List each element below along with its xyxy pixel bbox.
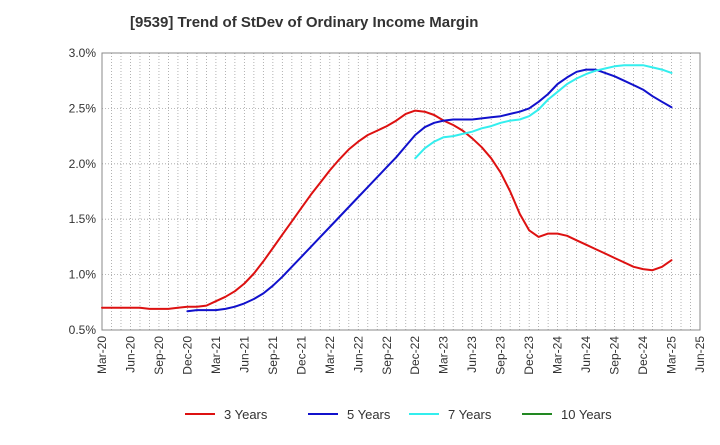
x-tick-label: Mar-21 — [209, 336, 223, 374]
x-tick-label: Jun-21 — [237, 336, 251, 373]
x-tick-label: Dec-22 — [408, 336, 422, 375]
x-tick-label: Sep-21 — [266, 336, 280, 375]
x-tick-label: Sep-22 — [380, 336, 394, 375]
y-tick-label: 3.0% — [69, 46, 97, 60]
series-line-3-years — [101, 109, 673, 310]
x-tick-label: Sep-24 — [608, 336, 622, 375]
chart-title: [9539] Trend of StDev of Ordinary Income… — [130, 14, 479, 31]
x-tick-label: Jun-23 — [465, 336, 479, 373]
x-tick-label: Dec-21 — [294, 336, 308, 375]
plot-area — [102, 53, 700, 330]
plot-border — [101, 52, 701, 331]
y-tick-label: 1.5% — [69, 212, 97, 226]
series-layer — [101, 64, 673, 313]
y-tick-label: 1.0% — [69, 268, 97, 282]
legend-label: 3 Years — [224, 407, 268, 422]
x-tick-label: Mar-22 — [323, 336, 337, 374]
x-tick-label: Mar-23 — [437, 336, 451, 374]
x-tick-label: Sep-20 — [152, 336, 166, 375]
axis-layer: 0.5% 1.0% 1.5% 2.0% 2.5% 3.0% Mar-20 Jun-20 Sep-… — [69, 46, 707, 375]
x-tick-label: Mar-20 — [95, 336, 109, 374]
y-tick-label: 2.5% — [69, 101, 97, 115]
series-line-5-years — [186, 68, 673, 313]
x-tick-label: Jun-24 — [579, 336, 593, 373]
x-tick-label: Dec-24 — [636, 336, 650, 375]
x-tick-label: Jun-22 — [351, 336, 365, 373]
legend-label: 5 Years — [347, 407, 391, 422]
x-tick-label: Dec-23 — [522, 336, 536, 375]
x-tick-label: Jun-20 — [123, 336, 137, 373]
x-tick-label: Mar-25 — [665, 336, 679, 374]
y-tick-label: 0.5% — [69, 323, 97, 337]
grid-layer — [101, 52, 701, 331]
y-tick-label: 2.0% — [69, 157, 97, 171]
x-tick-label: Dec-20 — [180, 336, 194, 375]
legend-label: 7 Years — [448, 407, 492, 422]
series-line-7-years — [414, 64, 673, 160]
legend: 3 Years 5 Years 7 Years 10 Years — [185, 407, 612, 422]
x-tick-label: Jun-25 — [693, 336, 707, 373]
x-tick-label: Sep-23 — [494, 336, 508, 375]
legend-label: 10 Years — [561, 407, 612, 422]
x-tick-label: Mar-24 — [551, 336, 565, 374]
